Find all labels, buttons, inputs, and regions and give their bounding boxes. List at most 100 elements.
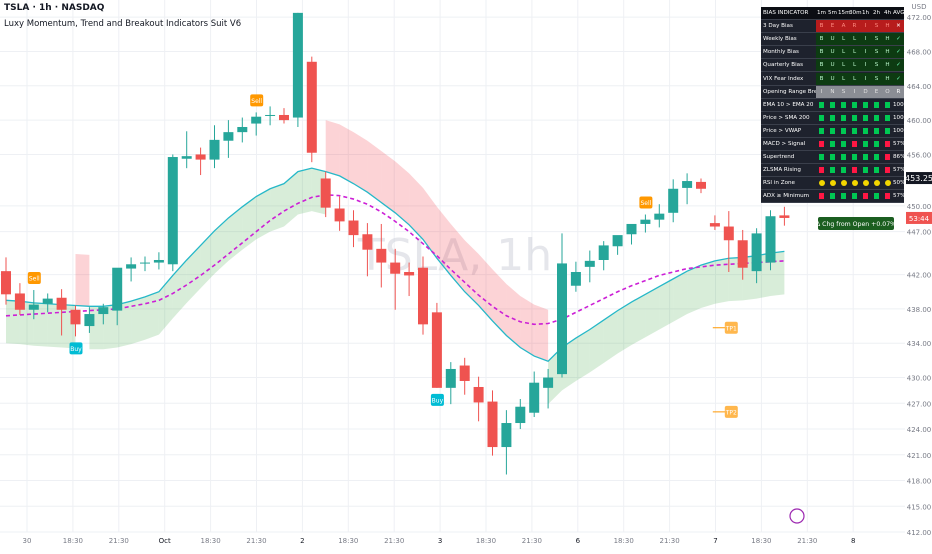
time-tick-label: 2 [300, 537, 304, 545]
candle-body [1, 271, 11, 295]
status-square [838, 99, 849, 111]
time-tick-label: 21:30 [522, 537, 542, 545]
candle-body [626, 223, 637, 235]
candle-body [292, 12, 303, 118]
price-tick-label: 418.00 [907, 478, 932, 486]
vwap-line [5, 193, 785, 326]
candle-body [459, 365, 470, 381]
bias-letter: B [816, 33, 827, 46]
status-square [849, 164, 860, 176]
status-square [816, 164, 827, 176]
cloud-band [242, 196, 257, 250]
status-square [816, 125, 827, 137]
indicator-title[interactable]: Luxy Momentum, Trend and Breakout Indica… [4, 19, 242, 29]
cloud-band [395, 161, 410, 225]
cloud-band [47, 303, 62, 348]
cloud-band [103, 304, 118, 350]
bias-letter: I [860, 72, 871, 85]
cloud-band [145, 291, 159, 340]
time-tick-label: 21:30 [384, 537, 404, 545]
bias-letter: I [849, 85, 860, 98]
candle-body [709, 223, 720, 227]
time-tick-label: 18:30 [338, 537, 358, 545]
bias-avg: R [893, 85, 904, 98]
price-tick-label: 442.00 [907, 272, 932, 280]
status-square [849, 125, 860, 137]
cloud-band [520, 296, 535, 357]
bias-letter: S [871, 72, 882, 85]
status-square [816, 99, 827, 111]
candle-body [487, 401, 498, 448]
cloud-band [506, 284, 521, 348]
status-square [849, 190, 860, 202]
bias-avg: 57% [893, 167, 906, 174]
bias-letter: S [871, 59, 882, 72]
bias-letter: L [849, 72, 860, 85]
cloud-band [492, 269, 507, 336]
bias-letter: L [838, 46, 849, 59]
candle-body [251, 116, 262, 124]
status-square [860, 190, 871, 202]
time-tick-label: 21:30 [797, 537, 817, 545]
status-square [849, 151, 860, 163]
status-square [838, 151, 849, 163]
symbol-title[interactable]: TSLA · 1h · NASDAQ [4, 3, 105, 13]
candle-body [640, 219, 651, 224]
cloud-band [228, 206, 243, 261]
status-square [838, 164, 849, 176]
status-square [827, 190, 838, 202]
bias-letter: R [849, 20, 860, 33]
candle-body [223, 132, 234, 141]
bias-row: Opening Range BreakoutINSIDEOR [761, 85, 904, 99]
bias-letter: S [871, 33, 882, 46]
signal-badge-tp2 [724, 405, 738, 418]
cloud-band [75, 253, 90, 307]
signal-label: Sell [640, 200, 651, 207]
cloud-band [409, 173, 423, 240]
status-dot [816, 177, 827, 189]
cloud-band [256, 188, 271, 240]
status-square [849, 112, 860, 124]
bias-letter: H [882, 59, 893, 72]
price-tick-label: 421.00 [907, 452, 932, 460]
bias-avg: 100% [893, 114, 909, 121]
cloud-band [687, 265, 701, 315]
bias-letter: L [838, 33, 849, 46]
signal-label: Sell [29, 276, 40, 283]
candle-body [209, 139, 220, 160]
time-tick-label: 21:30 [109, 537, 129, 545]
cloud-band [131, 296, 145, 345]
price-tick-label: 468.00 [907, 48, 932, 56]
price-tick-label: 460.00 [907, 117, 932, 125]
cloud-band [728, 257, 743, 302]
time-tick-label: 21:30 [660, 537, 680, 545]
timeframe-label: 1m [816, 10, 826, 17]
candle-body [751, 233, 762, 272]
bias-row-name: Quarterly Bias [763, 62, 803, 69]
signal-badge-buy [69, 342, 83, 355]
candle-body [501, 423, 512, 448]
status-square [860, 151, 871, 163]
price-unit: USD [912, 3, 927, 11]
candle-body [348, 220, 359, 236]
candle-body [404, 272, 415, 276]
axes: 472.00 468.00 464.00 460.00 456.00 453.25 450.… [23, 3, 932, 545]
status-square [871, 99, 882, 111]
status-square [827, 164, 838, 176]
candle-body [584, 260, 595, 267]
status-square [816, 138, 827, 150]
signal-badge-sell [27, 272, 41, 285]
bias-letter: U [827, 33, 838, 46]
bias-row-name: Weekly Bias [763, 36, 797, 43]
status-square [827, 151, 838, 163]
status-square [882, 151, 893, 163]
cloud-band [645, 286, 660, 338]
price-tick-label: 450.00 [907, 203, 932, 211]
signal-label: TP2 [725, 409, 737, 416]
signal-label: Sell [251, 98, 262, 105]
cloud-band [381, 151, 396, 213]
candle-body [376, 248, 387, 263]
price-tick-label: 464.00 [907, 83, 932, 91]
